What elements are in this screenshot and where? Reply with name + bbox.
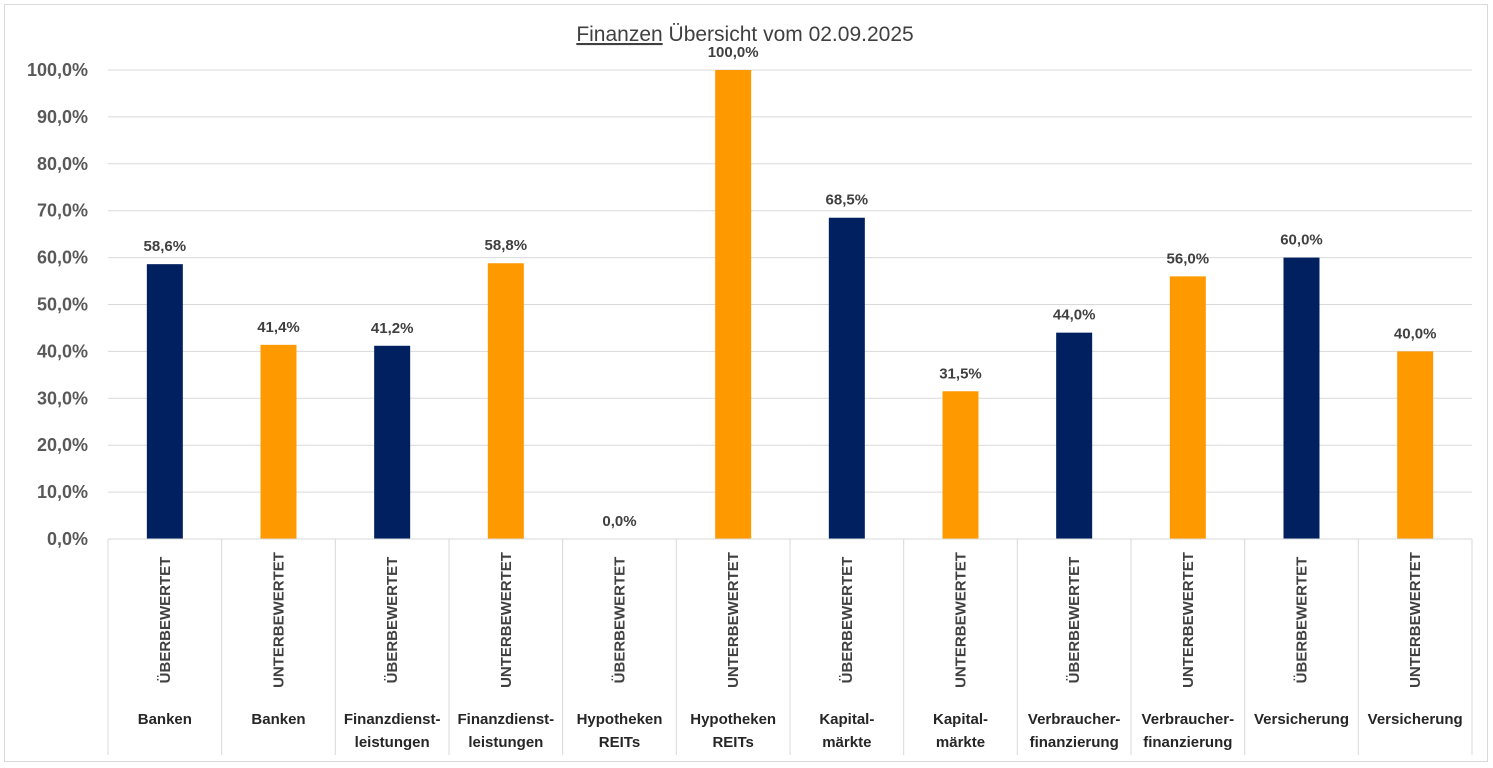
sector-label: Kapital- (933, 711, 988, 728)
bar (374, 345, 411, 539)
bar (146, 264, 183, 539)
data-label: 44,0% (1053, 307, 1096, 324)
bars (146, 70, 1434, 540)
bar (1169, 276, 1206, 539)
sector-label: finanzierung (1143, 734, 1232, 751)
sector-label: Versicherung (1368, 711, 1463, 728)
bar (942, 391, 979, 539)
sector-label: Finanzdienst- (457, 711, 554, 728)
data-label: 60,0% (1280, 232, 1323, 249)
y-tick-label: 90,0% (37, 107, 88, 127)
data-label: 58,8% (485, 237, 528, 254)
status-label: UNTERBEWERTET (953, 552, 970, 688)
bar (260, 344, 297, 539)
y-tick-label: 0,0% (47, 529, 88, 549)
data-label: 68,5% (826, 192, 869, 209)
status-label: ÜBERBEWERTET (1066, 557, 1083, 684)
sector-label: märkte (936, 734, 985, 751)
status-label: ÜBERBEWERTET (384, 557, 401, 684)
data-label: 58,6% (144, 238, 187, 255)
y-tick-label: 20,0% (37, 435, 88, 455)
status-label: UNTERBEWERTET (1407, 552, 1424, 688)
status-label: ÜBERBEWERTET (839, 557, 856, 684)
chart-title: Finanzen Übersicht vom 02.09.2025 (576, 23, 913, 46)
sector-label: leistungen (355, 734, 430, 751)
data-label: 40,0% (1394, 325, 1437, 342)
sector-label: REITs (599, 734, 640, 751)
data-label: 56,0% (1167, 250, 1210, 267)
sector-label: Hypotheken (690, 711, 776, 728)
y-tick-label: 100,0% (27, 60, 88, 80)
bar (487, 263, 524, 539)
bar (1283, 257, 1320, 539)
bar (828, 217, 865, 540)
data-label: 41,4% (257, 319, 300, 336)
sector-label: leistungen (468, 734, 543, 751)
status-label: UNTERBEWERTET (725, 552, 742, 688)
status-label: UNTERBEWERTET (1180, 552, 1197, 688)
data-label: 41,2% (371, 320, 414, 337)
y-tick-label: 60,0% (37, 248, 88, 268)
gridlines (108, 69, 1472, 493)
data-label: 31,5% (939, 365, 982, 382)
status-label: ÜBERBEWERTET (1294, 557, 1311, 684)
y-tick-label: 80,0% (37, 154, 88, 174)
y-tick-label: 50,0% (37, 295, 88, 315)
sector-label: märkte (822, 734, 871, 751)
sector-label: Banken (251, 711, 305, 728)
sector-label: Versicherung (1254, 711, 1349, 728)
sector-label: REITs (712, 734, 753, 751)
sector-label: Finanzdienst- (344, 711, 441, 728)
y-tick-label: 70,0% (37, 201, 88, 221)
sector-label: Verbraucher- (1028, 711, 1121, 728)
bar (1056, 332, 1093, 539)
sector-label: Banken (138, 711, 192, 728)
x-axis: ÜBERBEWERTET Banken UNTERBEWERTET Banken ÜBE… (107, 538, 1473, 755)
status-label: ÜBERBEWERTET (612, 557, 629, 684)
bar (715, 70, 752, 539)
chart-title-underlined: Finanzen (576, 23, 662, 46)
chart-title-rest: Übersicht vom 02.09.2025 (663, 23, 914, 46)
bar (1397, 351, 1434, 539)
y-tick-label: 30,0% (37, 388, 88, 408)
sector-label: Verbraucher- (1142, 711, 1235, 728)
status-label: ÜBERBEWERTET (157, 557, 174, 684)
y-axis: 0,0% 10,0% 20,0% 30,0% 40,0% 50,0% 60,0% 70,0% 8… (27, 60, 88, 549)
data-labels: 58,6% 41,4% 41,2% 58,8% 0,0% 100,0% 68,5% 31,5%… (144, 44, 1437, 530)
sector-label: Hypotheken (577, 711, 663, 728)
sector-label: finanzierung (1030, 734, 1119, 751)
y-tick-label: 40,0% (37, 341, 88, 361)
status-label: UNTERBEWERTET (271, 552, 288, 688)
y-tick-label: 10,0% (37, 482, 88, 502)
data-label: 100,0% (708, 44, 759, 61)
data-label: 0,0% (602, 513, 636, 530)
status-label: UNTERBEWERTET (498, 552, 515, 688)
sector-label: Kapital- (819, 711, 874, 728)
